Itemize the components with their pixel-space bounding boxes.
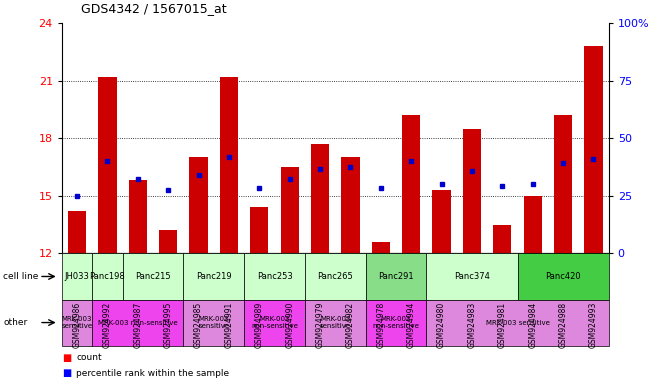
Bar	[98, 77, 117, 253]
Text: GSM924993: GSM924993	[589, 301, 598, 348]
Text: MRK-003
sensitive: MRK-003 sensitive	[61, 316, 92, 329]
Text: GSM924982: GSM924982	[346, 301, 355, 348]
Text: Panc265: Panc265	[318, 272, 353, 281]
Text: GSM924994: GSM924994	[407, 301, 416, 348]
Bar	[311, 144, 329, 253]
Text: MRK-003
non-sensitive: MRK-003 non-sensitive	[251, 316, 298, 329]
Bar	[463, 129, 481, 253]
Text: MRK-003 sensitive: MRK-003 sensitive	[486, 319, 549, 326]
Text: MRK-003
sensitive: MRK-003 sensitive	[198, 316, 229, 329]
Bar	[372, 242, 390, 253]
Text: Panc374: Panc374	[454, 272, 490, 281]
Text: GSM924983: GSM924983	[467, 301, 477, 348]
Text: GDS4342 / 1567015_at: GDS4342 / 1567015_at	[81, 2, 227, 15]
Text: GSM924988: GSM924988	[559, 301, 568, 348]
Text: GSM924995: GSM924995	[163, 301, 173, 348]
Bar	[493, 225, 512, 253]
Bar	[585, 46, 603, 253]
Bar	[68, 211, 86, 253]
Text: Panc253: Panc253	[256, 272, 292, 281]
Bar	[402, 115, 421, 253]
Text: Panc291: Panc291	[378, 272, 414, 281]
Text: GSM924985: GSM924985	[194, 301, 203, 348]
Text: percentile rank within the sample: percentile rank within the sample	[76, 369, 229, 378]
Bar	[523, 196, 542, 253]
Text: GSM924984: GSM924984	[528, 301, 537, 348]
Text: GSM924980: GSM924980	[437, 301, 446, 348]
Text: GSM924992: GSM924992	[103, 301, 112, 348]
Text: GSM924987: GSM924987	[133, 301, 143, 348]
Bar	[341, 157, 359, 253]
Text: Panc420: Panc420	[546, 272, 581, 281]
Text: Panc198: Panc198	[90, 272, 125, 281]
Bar	[159, 230, 177, 253]
Text: GSM924990: GSM924990	[285, 301, 294, 348]
Text: ■: ■	[62, 368, 71, 378]
Text: GSM924978: GSM924978	[376, 301, 385, 348]
Bar	[432, 190, 450, 253]
Text: cell line: cell line	[3, 272, 38, 281]
Text: MRK-003
sensitive: MRK-003 sensitive	[320, 316, 351, 329]
Text: GSM924989: GSM924989	[255, 301, 264, 348]
Text: other: other	[3, 318, 27, 327]
Bar	[129, 180, 147, 253]
Bar	[281, 167, 299, 253]
Bar	[220, 77, 238, 253]
Text: MRK-003
non-sensitive: MRK-003 non-sensitive	[372, 316, 419, 329]
Text: JH033: JH033	[64, 272, 89, 281]
Bar	[554, 115, 572, 253]
Bar	[189, 157, 208, 253]
Bar	[250, 207, 268, 253]
Text: Panc219: Panc219	[196, 272, 232, 281]
Text: GSM924981: GSM924981	[498, 301, 507, 348]
Text: GSM924986: GSM924986	[72, 301, 81, 348]
Text: MRK-003 non-sensitive: MRK-003 non-sensitive	[98, 319, 178, 326]
Text: count: count	[76, 353, 102, 362]
Text: ■: ■	[62, 353, 71, 363]
Text: GSM924991: GSM924991	[225, 301, 234, 348]
Text: Panc215: Panc215	[135, 272, 171, 281]
Text: GSM924979: GSM924979	[316, 301, 325, 348]
